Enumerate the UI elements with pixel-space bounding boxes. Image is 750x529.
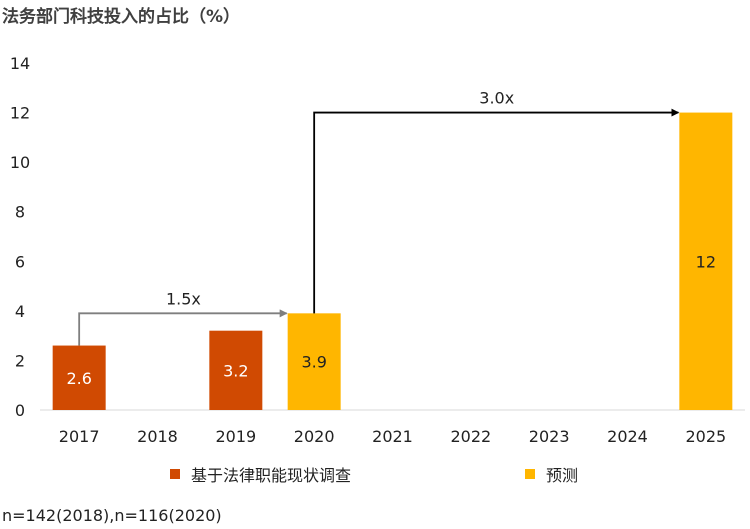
y-tick-label: 6 [15, 252, 25, 271]
y-tick-label: 14 [10, 54, 30, 73]
x-tick-label: 2023 [529, 427, 570, 446]
x-tick-label: 2024 [607, 427, 648, 446]
bar-2025 [679, 112, 733, 411]
bar-value-label: 3.9 [301, 353, 326, 372]
y-tick-label: 12 [10, 104, 30, 123]
bars: 2.6 3.2 3.9 12 [52, 112, 733, 411]
growth-arrow [78, 309, 288, 346]
legend-swatch-forecast [525, 469, 535, 479]
x-axis: 2017 2018 2019 2020 2021 2022 2023 2024 2025 [40, 409, 745, 446]
x-tick-label: 2025 [685, 427, 726, 446]
x-tick-label: 2019 [215, 427, 256, 446]
legend-label-survey: 基于法律职能现状调查 [191, 466, 352, 485]
y-axis: 0 2 4 6 8 10 12 14 [10, 54, 30, 420]
bar-value-label: 3.2 [223, 361, 248, 380]
y-tick-label: 8 [15, 203, 25, 222]
growth-label: 1.5x [166, 289, 201, 308]
bar-2017 [52, 345, 106, 410]
bar-2020 [287, 313, 341, 410]
bar-chart: 0 2 4 6 8 10 12 14 2017 2018 2019 2020 2021 2022 2023… [10, 54, 745, 446]
legend-item-survey: 基于法律职能现状调查 [170, 462, 351, 486]
footnote: n=142(2018),n=116(2020) [2, 506, 222, 525]
legend: 基于法律职能现状调查 预测 [0, 462, 750, 486]
y-tick-label: 2 [15, 351, 25, 370]
bar-value-label: 12 [696, 252, 716, 271]
x-tick-label: 2020 [294, 427, 335, 446]
y-tick-label: 0 [15, 401, 25, 420]
growth-label: 3.0x [479, 89, 514, 108]
chart-title: 法务部门科技投入的占比（%） [2, 7, 241, 27]
legend-item-forecast: 预测 [525, 462, 578, 486]
bar-value-label: 2.6 [66, 369, 91, 388]
x-tick-label: 2018 [137, 427, 178, 446]
x-tick-label: 2022 [450, 427, 491, 446]
x-tick-label: 2017 [59, 427, 100, 446]
legend-swatch-survey [170, 469, 180, 479]
y-tick-label: 4 [15, 302, 25, 321]
growth-arrow [313, 108, 680, 314]
growth-annotations: 1.5x 3.0x [78, 89, 680, 346]
y-tick-label: 10 [10, 153, 30, 172]
x-tick-label: 2021 [372, 427, 413, 446]
bar-2019 [209, 330, 263, 410]
legend-label-forecast: 预测 [546, 466, 579, 485]
